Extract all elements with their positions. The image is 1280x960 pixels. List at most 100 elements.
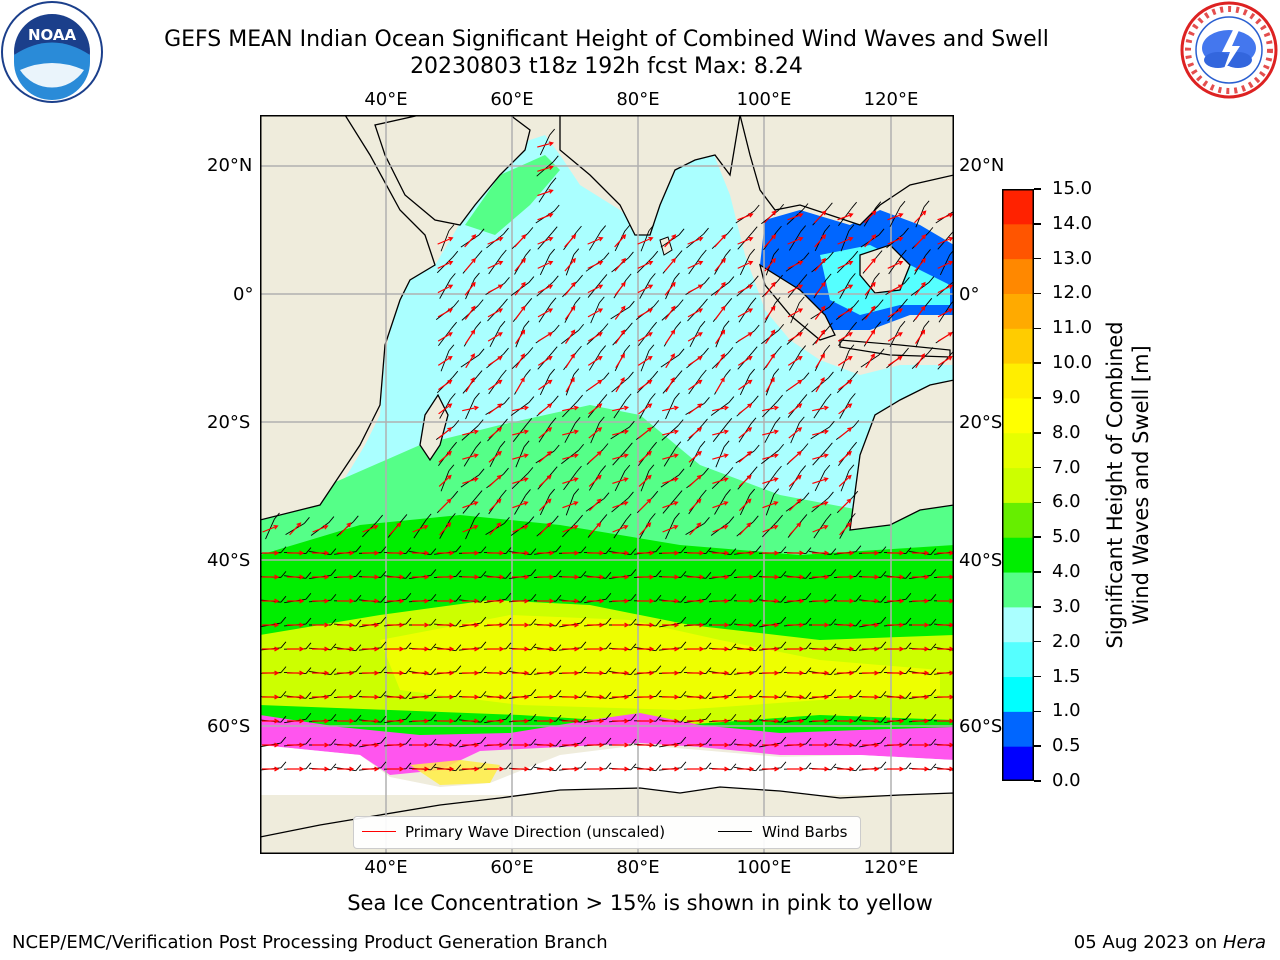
wave-direction-arrow	[587, 670, 605, 676]
wave-direction-arrow	[362, 766, 380, 772]
wave-direction-arrow	[412, 646, 430, 652]
wave-direction-arrow	[614, 257, 626, 272]
ocean-yellow-core	[380, 615, 940, 710]
lat-label-left: 0°	[233, 284, 254, 305]
wave-direction-arrow	[688, 474, 702, 487]
land-madagascar	[419, 393, 449, 462]
wind-barb-flag	[455, 665, 462, 672]
wind-barb-flag	[430, 548, 437, 555]
wind-barb-flag	[330, 763, 337, 771]
wind-barb-flag	[805, 712, 812, 720]
wave-direction-arrow	[512, 598, 530, 604]
wind-barb-flag	[749, 248, 755, 256]
colorbar-tick-label: 0.5	[1052, 735, 1081, 757]
wave-direction-arrow	[837, 718, 855, 724]
wind-barb-flag	[574, 416, 581, 424]
land-australia	[849, 379, 954, 531]
wave-direction-arrow	[612, 477, 629, 485]
nws-logo-icon	[1178, 0, 1280, 100]
wind-barb-flag	[527, 467, 534, 474]
wind-barb-flag	[480, 666, 487, 673]
wind-barb-flag	[723, 440, 730, 448]
wave-direction-arrow	[262, 646, 280, 652]
wind-barb-flag	[803, 252, 810, 259]
lon-label-top: 80°E	[616, 89, 660, 110]
wind-barb-flag	[605, 712, 612, 720]
wave-direction-arrow	[765, 353, 775, 369]
wind-barb-flag	[480, 616, 487, 624]
wave-direction-arrow	[487, 742, 505, 748]
wind-barb-flag	[478, 348, 485, 356]
wave-direction-arrow	[915, 353, 925, 369]
wave-direction-arrow	[612, 429, 629, 436]
wave-direction-arrow	[514, 234, 527, 248]
wave-direction-arrow	[737, 574, 755, 580]
wind-barb-flag	[330, 643, 337, 651]
wave-direction-arrow	[262, 550, 280, 556]
wind-barb-flag	[923, 320, 930, 328]
wave-direction-arrow	[562, 405, 580, 412]
wave-direction-arrow	[912, 718, 930, 724]
wind-barb-flag	[905, 737, 912, 745]
wind-barb-flag	[624, 344, 631, 352]
wind-barb-flag	[355, 594, 362, 602]
wind-barb-flag	[480, 641, 487, 649]
wave-direction-arrow	[637, 308, 654, 318]
wind-barb-flag	[755, 570, 762, 577]
wind-barb-flag	[555, 594, 562, 602]
wind-barb-flag	[380, 546, 387, 553]
wave-direction-arrow	[514, 281, 526, 296]
map-frame	[260, 115, 954, 854]
colorbar-segment	[1002, 397, 1034, 434]
wave-direction-arrow	[289, 522, 302, 536]
map-graticule	[260, 115, 954, 854]
wave-direction-arrow	[337, 550, 355, 556]
wave-direction-arrow	[538, 379, 553, 391]
wind-barb-flag	[755, 764, 762, 772]
sea-ice-band	[260, 713, 954, 775]
wind-barb-flag	[525, 369, 531, 376]
wind-barb-flag	[405, 712, 412, 720]
wind-barb-flag	[605, 592, 612, 600]
wave-direction-arrow	[515, 353, 525, 369]
wind-barb-flag	[780, 571, 787, 578]
wind-barb-flag	[750, 417, 757, 425]
wind-barb-flag	[827, 322, 833, 330]
wind-barb-flag	[755, 739, 762, 747]
wave-direction-arrow	[462, 550, 480, 556]
wind-barb-flag	[800, 345, 807, 352]
wave-height-map	[260, 115, 954, 854]
wave-direction-arrow	[588, 498, 602, 512]
wave-direction-arrow	[637, 622, 655, 628]
wind-barb-flag	[577, 514, 583, 522]
wave-direction-arrow	[637, 550, 655, 556]
wind-barb-flag	[853, 420, 860, 427]
wind-barb-flag	[930, 689, 937, 696]
wave-direction-arrow	[362, 550, 380, 556]
lat-label-right: 40°S	[959, 550, 1003, 571]
wave-direction-arrow	[462, 524, 479, 533]
wave-direction-arrow	[887, 260, 904, 269]
wave-direction-arrow	[937, 308, 954, 318]
wind-barb-flag	[780, 641, 787, 649]
wind-barb-flag	[801, 274, 808, 281]
wave-direction-arrow	[812, 574, 830, 580]
wave-direction-arrow	[437, 332, 453, 342]
wind-barb-flag	[355, 714, 362, 722]
wind-barb-flag	[580, 666, 587, 673]
wind-barb-flag	[355, 570, 362, 577]
colorbar-segment	[1002, 606, 1034, 643]
colorbar-segment	[1002, 223, 1034, 260]
wave-direction-arrow	[665, 376, 675, 393]
wave-direction-arrow	[737, 766, 755, 772]
noaa-logo-text: NOAA	[28, 26, 77, 44]
wind-barb-flag	[825, 393, 832, 401]
wave-direction-arrow	[387, 694, 405, 700]
wave-direction-arrow	[537, 694, 555, 700]
wind-barb-flag	[505, 712, 512, 720]
wind-barb-flag	[380, 616, 387, 624]
wave-direction-arrow	[412, 550, 430, 556]
wind-barb-flag	[851, 201, 857, 209]
wave-direction-arrow	[387, 766, 405, 772]
wave-direction-arrow	[664, 281, 676, 296]
